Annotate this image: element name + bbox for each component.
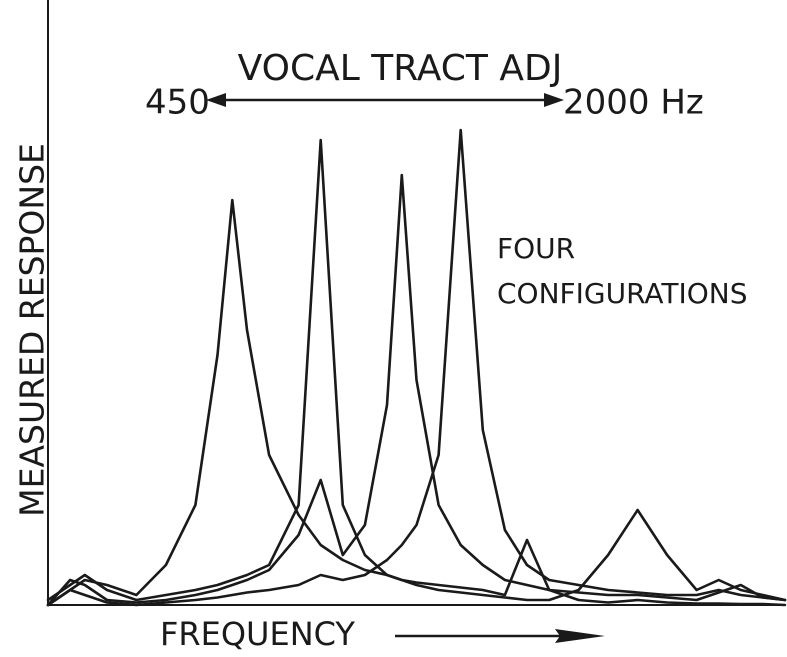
x-axis-label: FREQUENCY xyxy=(160,615,355,653)
response-curve xyxy=(46,138,787,602)
annotation: FOUR xyxy=(497,232,575,265)
arrow-head xyxy=(555,629,605,643)
annotation: 2000 Hz xyxy=(563,83,704,123)
y-axis-label: MEASURED RESPONSE xyxy=(13,143,52,517)
arrow-head xyxy=(206,93,226,107)
chart-title: VOCAL TRACT ADJ xyxy=(238,48,563,89)
arrow-head xyxy=(544,93,564,107)
annotation: 450 xyxy=(145,83,210,123)
response-curve xyxy=(46,173,787,607)
annotation: CONFIGURATIONS xyxy=(497,277,748,310)
response-curve xyxy=(46,128,787,607)
